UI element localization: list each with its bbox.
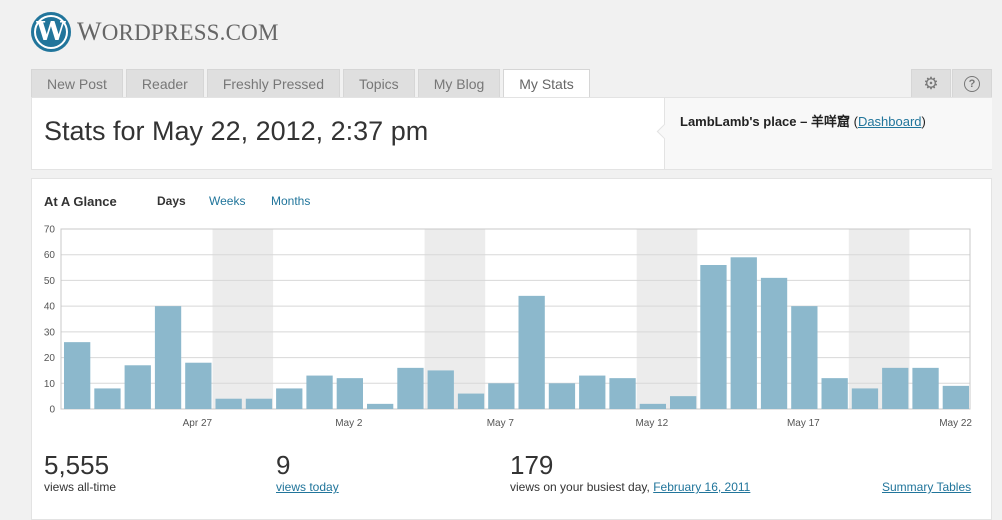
site-open-paren: ( (849, 114, 858, 129)
plot-frame (60, 228, 971, 410)
x-tick-label: Apr 27 (183, 418, 213, 429)
summary-tables-link[interactable]: Summary Tables (882, 480, 972, 494)
bar (306, 375, 333, 409)
bar (518, 295, 545, 409)
site-name: LambLamb's place – 羊咩窟 (680, 114, 850, 129)
bar (791, 306, 818, 409)
bar (215, 398, 242, 409)
settings-button[interactable]: ⚙ (911, 69, 951, 98)
busiest-day-date-link[interactable]: February 16, 2011 (653, 480, 751, 494)
bar (821, 378, 848, 409)
y-tick-label: 20 (44, 353, 56, 364)
main-nav-tabs: New Post Reader Freshly Pressed Topics M… (31, 69, 593, 98)
tab-my-stats[interactable]: My Stats (503, 69, 590, 98)
tab-topics[interactable]: Topics (343, 69, 415, 98)
bar (94, 388, 121, 409)
busiest-day-label: views on your busiest day, February 16, … (510, 480, 750, 494)
y-tick-label: 50 (44, 276, 56, 287)
bar (154, 306, 182, 409)
bar (367, 403, 394, 409)
all-time-views-label: views all-time (44, 480, 117, 494)
views-bar-chart: 0 10 20 30 40 50 60 70 Apr 27 May 2 May 7 May 12 May… (44, 225, 973, 430)
views-today-link[interactable]: views today (276, 480, 339, 494)
all-time-summary: 5,555 views all-time (44, 451, 116, 494)
today-summary: 9 views today (276, 451, 339, 494)
period-days[interactable]: Days (157, 194, 186, 208)
bar (336, 378, 363, 409)
busiest-day-views-count: 179 (510, 450, 554, 480)
period-months[interactable]: Months (271, 194, 311, 208)
x-tick-label: May 12 (635, 418, 668, 429)
bar (851, 388, 879, 409)
x-tick-label: May 2 (335, 418, 363, 429)
bar (488, 383, 515, 409)
wordpress-wordmark: WORDPRESS.COM (77, 17, 279, 46)
all-time-views-count: 5,555 (44, 450, 110, 480)
y-tick-label: 60 (44, 250, 56, 261)
bar (639, 403, 666, 409)
y-tick-label: 10 (44, 379, 56, 390)
bar (548, 383, 576, 409)
bar (185, 362, 212, 409)
site-close-paren: ) (921, 114, 926, 129)
busiest-day-text: views on your busiest day, (510, 480, 654, 494)
x-tick-label: May 7 (487, 418, 515, 429)
bar (730, 257, 757, 409)
tab-my-blog[interactable]: My Blog (417, 69, 501, 98)
x-tick-label: May 17 (787, 418, 820, 429)
stats-header: Stats for May 22, 2012, 2:37 pm LambLamb… (31, 97, 992, 170)
tab-reader[interactable]: Reader (125, 69, 204, 98)
bar (942, 385, 969, 409)
x-tick-label: May 22 (939, 418, 972, 429)
question-icon: ? (964, 76, 980, 92)
site-line: LambLamb's place – 羊咩窟 (Dashboard) (680, 111, 926, 130)
bar (427, 370, 454, 409)
bar (276, 388, 303, 409)
y-tick-label: 30 (44, 327, 56, 338)
today-views-count: 9 (276, 450, 291, 480)
bar (64, 342, 91, 409)
glance-title: At A Glance (44, 194, 117, 209)
y-tick-label: 40 (44, 302, 56, 313)
bar (124, 365, 151, 409)
gear-icon: ⚙ (923, 74, 939, 93)
bar (882, 367, 909, 409)
dashboard-link[interactable]: Dashboard (857, 114, 922, 129)
tab-freshly-pressed[interactable]: Freshly Pressed (206, 69, 340, 98)
at-a-glance-panel: At A Glance Days Weeks Months 0 10 20 30 40 5… (31, 178, 992, 520)
bar (670, 396, 697, 409)
glance-heading: At A Glance (44, 194, 117, 209)
bar (609, 378, 636, 409)
bar (912, 367, 939, 409)
panel-notch (656, 123, 673, 140)
tab-new-post[interactable]: New Post (31, 69, 123, 98)
bar (397, 367, 424, 409)
weekend-band (212, 229, 274, 409)
y-tick-label: 0 (49, 405, 55, 416)
bar (579, 375, 606, 409)
bar (245, 398, 273, 409)
bar (760, 277, 788, 409)
page-title: Stats for May 22, 2012, 2:37 pm (44, 116, 429, 146)
bar (700, 265, 727, 409)
bar (457, 393, 485, 409)
period-weeks[interactable]: Weeks (209, 194, 246, 208)
help-button[interactable]: ? (952, 69, 992, 98)
wordpress-logo-icon: W (31, 12, 71, 52)
weekend-band (636, 229, 698, 409)
y-tick-label: 70 (44, 225, 56, 236)
busiest-day-summary: 179 views on your busiest day, February … (510, 451, 750, 494)
site-info-panel: LambLamb's place – 羊咩窟 (Dashboard) (656, 98, 992, 169)
wordpress-logo[interactable]: W WORDPRESS.COM (31, 12, 279, 52)
